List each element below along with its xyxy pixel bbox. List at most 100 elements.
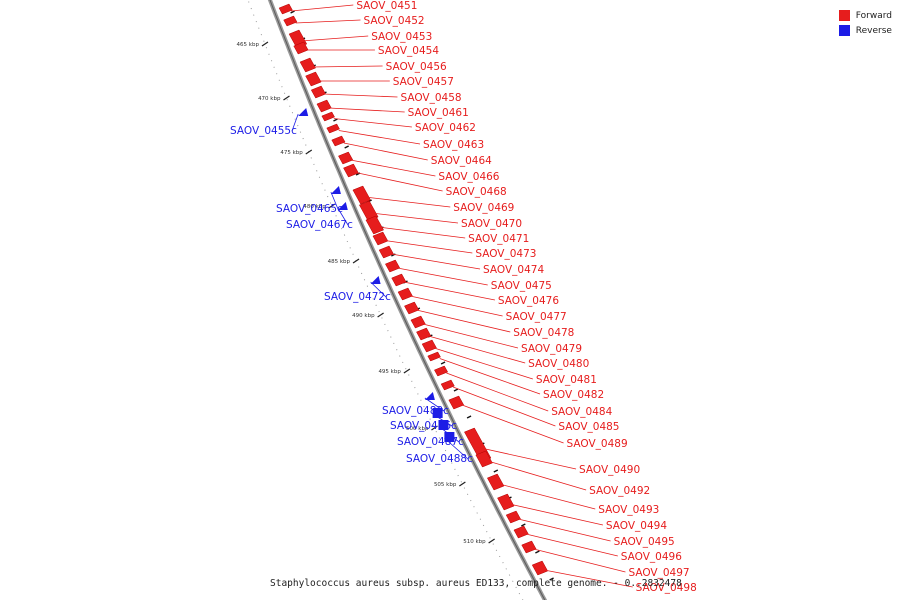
reverse-gene-block xyxy=(337,202,348,210)
map-caption: Staphylococcus aureus subsp. aureus ED13… xyxy=(270,578,682,589)
forward-gene-label: SAOV_0495 xyxy=(614,536,675,548)
forward-gene-leader xyxy=(350,159,436,177)
forward-gene-block xyxy=(521,540,537,554)
reverse-gene-block xyxy=(424,392,435,400)
forward-gene-leader xyxy=(446,372,549,412)
reverse-gene-leader xyxy=(330,191,339,210)
forward-gene-leader xyxy=(301,35,369,42)
forward-gene-block xyxy=(421,339,437,353)
forward-gene-leader xyxy=(364,196,451,208)
forward-gene-label: SAOV_0498 xyxy=(636,582,697,594)
forward-gene-leader xyxy=(328,107,405,113)
forward-gene-block xyxy=(497,493,515,511)
reverse-gene-block xyxy=(298,108,309,116)
forward-gene-label: SAOV_0494 xyxy=(606,520,667,532)
forward-gene-block xyxy=(310,85,327,99)
forward-gene-leader xyxy=(416,309,511,333)
forward-gene-leader xyxy=(391,253,481,270)
forward-gene-label: SAOV_0451 xyxy=(356,0,417,12)
forward-gene-label: SAOV_0470 xyxy=(461,218,522,230)
scale-tick xyxy=(283,95,290,101)
forward-gene-leader xyxy=(371,212,459,224)
forward-gene-label: SAOV_0480 xyxy=(528,358,589,370)
forward-gene-leader xyxy=(295,19,361,24)
scale-tick xyxy=(328,203,336,209)
forward-gene-block xyxy=(359,200,379,222)
forward-gene-label: SAOV_0489 xyxy=(567,438,628,450)
forward-gene-label: SAOV_0493 xyxy=(598,504,659,516)
forward-gene-label: SAOV_0473 xyxy=(475,248,536,260)
tick-label: 490 kbp xyxy=(352,313,375,319)
reverse-gene-leader xyxy=(291,113,299,132)
forward-gene-block xyxy=(397,287,413,301)
forward-gene-label: SAOV_0476 xyxy=(498,295,559,307)
reverse-gene-block xyxy=(370,276,381,284)
forward-gene-block xyxy=(416,327,432,341)
gene-tick xyxy=(549,577,554,581)
tick-label: 485 kbp xyxy=(328,259,351,265)
forward-gene-leader xyxy=(403,281,495,301)
legend: Forward Reverse xyxy=(838,8,892,38)
forward-gene-label: SAOV_0479 xyxy=(521,343,582,355)
forward-gene-leader xyxy=(428,335,526,364)
forward-gene-label: SAOV_0497 xyxy=(628,567,689,579)
forward-gene-block xyxy=(372,231,389,246)
forward-gene-label: SAOV_0462 xyxy=(415,122,476,134)
forward-gene-block xyxy=(385,259,401,273)
reverse-gene-label: SAOV_0455c xyxy=(230,125,297,137)
forward-gene-block xyxy=(404,301,420,315)
forward-gene-leader xyxy=(312,65,383,68)
forward-gene-leader xyxy=(544,569,633,588)
gene-tick xyxy=(333,118,338,122)
forward-gene-label: SAOV_0458 xyxy=(400,92,461,104)
forward-gene-label: SAOV_0482 xyxy=(543,389,604,401)
reverse-gene-label: SAOV_0483c xyxy=(382,405,449,417)
forward-gene-label: SAOV_0463 xyxy=(423,139,484,151)
scale-tick xyxy=(488,538,495,544)
forward-gene-block xyxy=(410,315,426,329)
gene-tick xyxy=(344,145,349,149)
forward-gene-label: SAOV_0453 xyxy=(371,31,432,43)
reverse-gene-leader xyxy=(370,281,387,298)
forward-gene-label: SAOV_0474 xyxy=(483,264,544,276)
forward-gene-block xyxy=(391,273,407,287)
forward-gene-leader xyxy=(525,533,618,557)
forward-gene-leader xyxy=(343,142,428,161)
reverse-swatch xyxy=(838,25,850,36)
reverse-gene-block xyxy=(330,186,341,194)
reverse-gene-block xyxy=(444,432,455,442)
forward-gene-block xyxy=(365,215,384,235)
scale-tick xyxy=(403,368,411,374)
reverse-gene-block xyxy=(438,420,449,430)
reverse-gene-label: SAOV_0472c xyxy=(324,291,391,303)
gene-tick xyxy=(440,361,446,365)
forward-gene-label: SAOV_0456 xyxy=(386,61,447,73)
forward-swatch xyxy=(838,10,850,21)
forward-gene-leader xyxy=(333,118,412,128)
reverse-gene-leader xyxy=(444,437,469,460)
forward-gene-leader xyxy=(397,267,488,286)
tick-label: 495 kbp xyxy=(378,369,401,375)
scale-tick xyxy=(305,149,313,155)
forward-gene-label: SAOV_0454 xyxy=(378,45,439,57)
forward-gene-leader xyxy=(291,4,354,12)
forward-gene-block xyxy=(299,57,316,73)
forward-gene-label: SAOV_0475 xyxy=(491,280,552,292)
tick-label: 470 kbp xyxy=(258,96,281,102)
forward-gene-block xyxy=(331,135,346,147)
forward-gene-leader xyxy=(338,130,421,145)
reverse-gene-label: SAOV_0488c xyxy=(406,453,473,465)
forward-gene-leader xyxy=(409,295,503,317)
forward-gene-label: SAOV_0496 xyxy=(621,551,682,563)
forward-gene-label: SAOV_0481 xyxy=(536,374,597,386)
forward-gene-block xyxy=(283,15,298,27)
forward-gene-label: SAOV_0485 xyxy=(558,421,619,433)
tick-label: 465 kbp xyxy=(237,42,260,48)
forward-gene-block xyxy=(305,71,322,87)
genome-backbone-core xyxy=(269,0,546,600)
legend-label-reverse: Reverse xyxy=(855,25,892,36)
forward-gene-label: SAOV_0490 xyxy=(579,464,640,476)
forward-gene-leader xyxy=(499,483,596,510)
forward-gene-label: SAOV_0478 xyxy=(513,327,574,339)
